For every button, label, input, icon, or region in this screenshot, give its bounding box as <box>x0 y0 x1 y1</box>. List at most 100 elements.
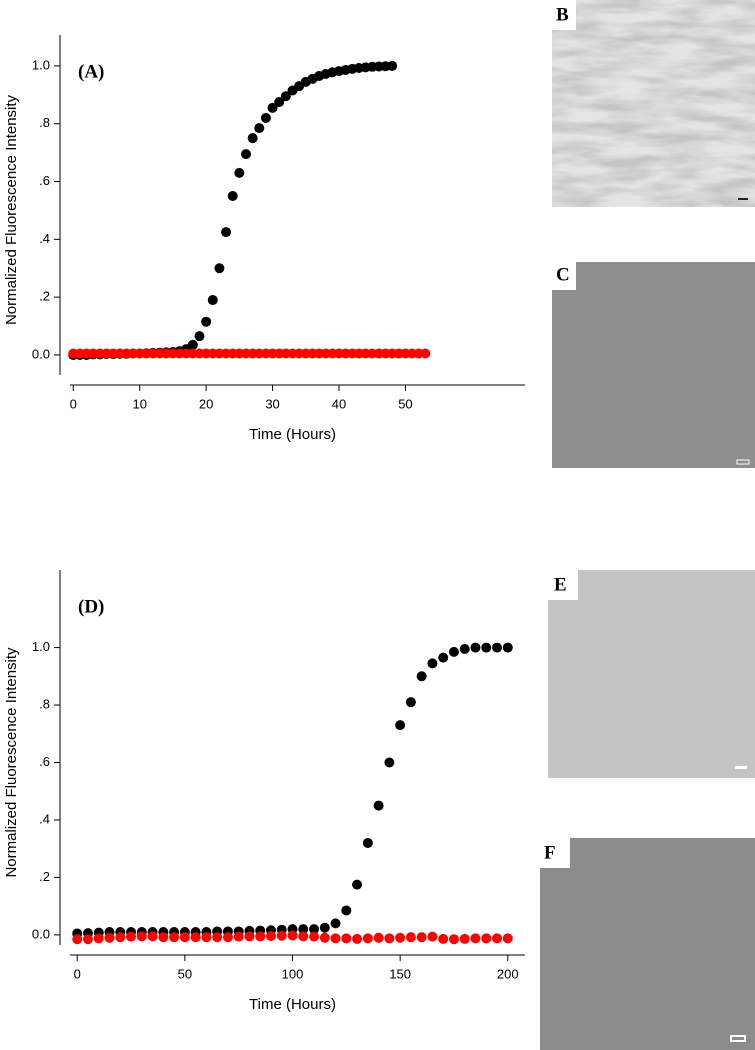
data-point <box>254 123 265 134</box>
x-axis-label: Time (Hours) <box>249 426 336 443</box>
data-point <box>179 932 190 943</box>
y-tick-label: .6 <box>39 754 50 769</box>
data-point <box>241 149 251 160</box>
data-point <box>147 931 158 942</box>
data-point <box>481 642 492 653</box>
x-tick-label: 200 <box>497 966 519 981</box>
y-tick-label: 1.0 <box>32 639 50 654</box>
data-point <box>362 933 373 944</box>
x-tick-label: 100 <box>282 966 304 981</box>
data-point <box>115 932 126 943</box>
x-tick-label: 40 <box>332 396 346 411</box>
y-tick-label: .8 <box>39 696 50 711</box>
micrograph-e: E <box>548 570 755 778</box>
data-point <box>470 642 481 653</box>
data-point <box>395 932 406 943</box>
data-point <box>287 930 298 941</box>
x-tick-label: 50 <box>398 396 412 411</box>
x-axis-label: Time (Hours) <box>249 996 336 1013</box>
data-point <box>459 644 470 655</box>
panel-label: C <box>556 264 570 285</box>
data-point <box>280 91 291 102</box>
y-tick-label: .2 <box>39 289 50 304</box>
x-tick-label: 20 <box>199 396 213 411</box>
data-point <box>298 931 309 942</box>
data-point <box>309 924 320 935</box>
data-point <box>158 932 169 943</box>
y-tick-label: .4 <box>39 231 50 246</box>
data-point <box>330 918 341 929</box>
data-point <box>416 932 427 943</box>
data-point <box>319 922 330 933</box>
data-point <box>207 295 218 306</box>
x-tick-label: 0 <box>70 396 77 411</box>
data-point <box>260 112 271 123</box>
data-point <box>492 933 503 944</box>
y-tick-label: 1.0 <box>32 57 50 72</box>
x-tick-label: 30 <box>265 396 279 411</box>
data-point <box>309 931 320 942</box>
chart: 0.0 .2 .4 .6 .8 1.0 0 50 100 150 200 Time (Hours) No… <box>3 570 525 1013</box>
data-point <box>233 931 244 942</box>
x-tick-label: 10 <box>132 396 146 411</box>
data-point <box>247 133 258 144</box>
annotation: (A) <box>78 61 104 82</box>
data-point <box>244 931 255 942</box>
data-point <box>352 879 363 890</box>
y-tick-label: .2 <box>39 869 50 884</box>
data-point <box>502 933 513 944</box>
data-point <box>384 757 395 768</box>
panel-label: B <box>556 4 569 25</box>
data-point <box>448 646 459 657</box>
y-tick-label: .8 <box>39 115 50 130</box>
data-point <box>276 930 287 941</box>
data-point <box>201 316 212 327</box>
data-point <box>384 933 395 944</box>
data-point <box>274 97 285 108</box>
data-point <box>212 932 223 943</box>
y-tick-label: .6 <box>39 173 50 188</box>
y-tick-label: 0.0 <box>32 926 50 941</box>
data-point <box>405 932 416 943</box>
data-point <box>492 642 503 653</box>
data-point <box>82 934 93 945</box>
data-point <box>319 932 330 943</box>
data-point <box>190 932 201 943</box>
data-point <box>201 932 212 943</box>
data-point <box>420 348 431 359</box>
chart: 0.0 .2 .4 .6 .8 1.0 0 10 20 30 40 50 Time (Hours) Nor… <box>3 35 525 443</box>
panel-label: F <box>544 842 556 863</box>
data-point <box>481 933 492 944</box>
data-point <box>265 931 276 942</box>
data-point <box>93 933 104 944</box>
data-point <box>438 933 449 944</box>
data-point <box>438 652 449 663</box>
y-axis-label: Normalized Fluorescence Intensity <box>3 647 20 878</box>
data-point <box>416 671 427 682</box>
data-point <box>373 932 384 943</box>
data-point <box>126 931 137 942</box>
data-point <box>267 102 278 113</box>
data-point <box>470 933 481 944</box>
data-point <box>330 933 341 944</box>
data-point <box>502 642 513 653</box>
data-point <box>427 658 438 669</box>
x-tick-label: 50 <box>178 966 192 981</box>
data-point <box>298 924 309 935</box>
data-point <box>405 697 416 708</box>
data-point <box>255 931 266 942</box>
data-point <box>387 60 398 71</box>
data-point <box>341 933 352 944</box>
data-point <box>373 800 384 811</box>
data-point <box>448 934 459 945</box>
data-point <box>194 331 205 342</box>
micrograph-c: C <box>552 262 755 468</box>
data-point <box>395 720 406 731</box>
data-point <box>169 932 180 943</box>
micrograph-b: B <box>552 0 755 207</box>
data-point <box>221 227 232 238</box>
y-axis-label: Normalized Fluorescence Intensity <box>3 94 20 325</box>
data-point <box>427 931 438 942</box>
micrograph-f: F <box>540 838 755 1050</box>
